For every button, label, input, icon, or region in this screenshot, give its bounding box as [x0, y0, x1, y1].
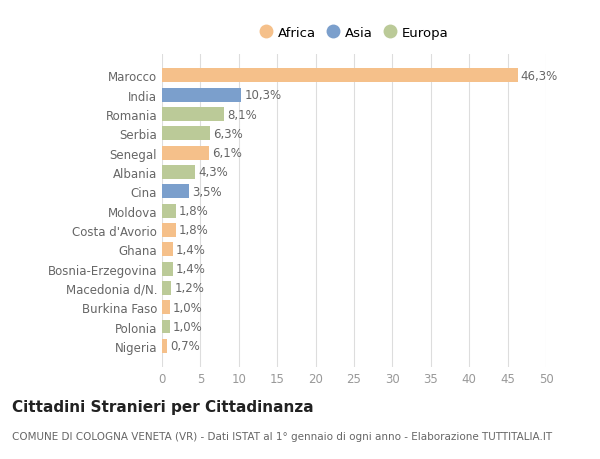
Bar: [162, 243, 173, 257]
Text: 10,3%: 10,3%: [244, 89, 281, 102]
Bar: [162, 146, 209, 160]
Bar: [162, 185, 189, 199]
Text: 1,0%: 1,0%: [173, 301, 203, 314]
Text: 0,7%: 0,7%: [170, 340, 200, 353]
Bar: [162, 204, 176, 218]
Text: 1,4%: 1,4%: [176, 263, 206, 275]
Text: 46,3%: 46,3%: [521, 70, 558, 83]
Text: 3,5%: 3,5%: [192, 185, 221, 198]
Bar: [162, 89, 241, 102]
Bar: [162, 301, 170, 314]
Bar: [162, 320, 170, 334]
Text: 6,3%: 6,3%: [214, 128, 243, 140]
Text: 8,1%: 8,1%: [227, 108, 257, 121]
Text: 4,3%: 4,3%: [198, 166, 228, 179]
Text: 1,8%: 1,8%: [179, 224, 209, 237]
Text: 1,0%: 1,0%: [173, 320, 203, 333]
Bar: [162, 262, 173, 276]
Text: Cittadini Stranieri per Cittadinanza: Cittadini Stranieri per Cittadinanza: [12, 399, 314, 414]
Bar: [162, 127, 211, 141]
Text: 1,8%: 1,8%: [179, 205, 209, 218]
Bar: [162, 69, 518, 83]
Bar: [162, 281, 171, 295]
Legend: Africa, Asia, Europa: Africa, Asia, Europa: [257, 24, 451, 43]
Bar: [162, 108, 224, 122]
Bar: [162, 166, 195, 179]
Text: 1,4%: 1,4%: [176, 243, 206, 256]
Text: 1,2%: 1,2%: [174, 282, 204, 295]
Bar: [162, 224, 176, 237]
Bar: [162, 339, 167, 353]
Text: COMUNE DI COLOGNA VENETA (VR) - Dati ISTAT al 1° gennaio di ogni anno - Elaboraz: COMUNE DI COLOGNA VENETA (VR) - Dati IST…: [12, 431, 552, 442]
Text: 6,1%: 6,1%: [212, 147, 242, 160]
